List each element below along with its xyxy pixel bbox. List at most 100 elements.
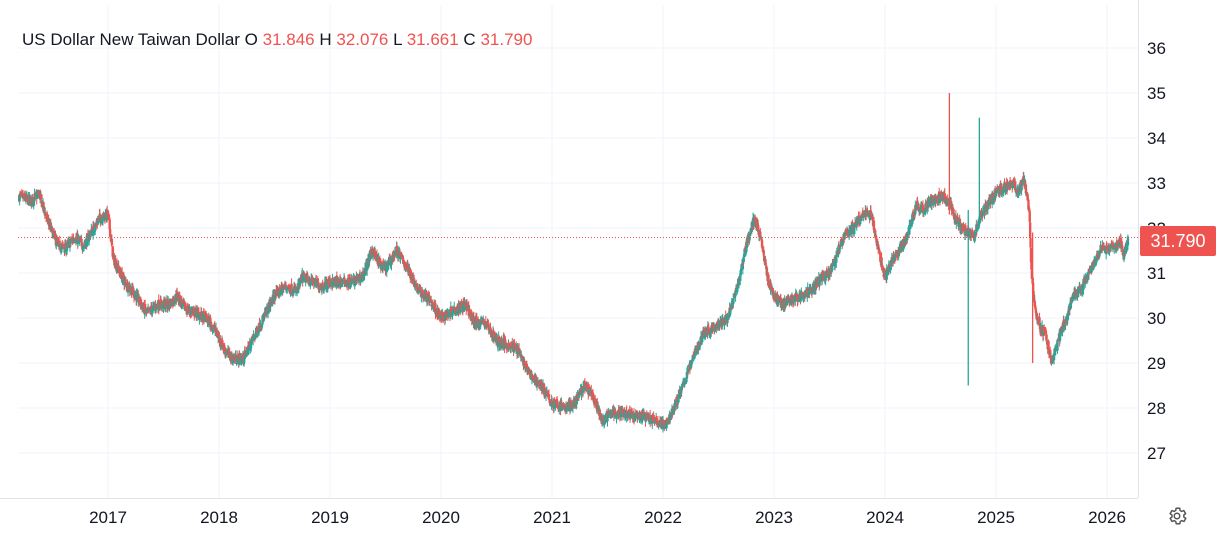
- candle-body: [994, 196, 997, 198]
- candle-body: [108, 219, 111, 230]
- candle-body: [1058, 334, 1062, 341]
- candle-body: [408, 267, 412, 274]
- candle-body: [93, 228, 97, 232]
- candle-body: [853, 223, 856, 234]
- candle-body: [977, 226, 980, 229]
- candle-body: [397, 253, 400, 258]
- candle-body: [957, 222, 961, 227]
- candle-body: [980, 210, 983, 216]
- candle-body: [765, 265, 768, 269]
- candle-body: [553, 399, 556, 404]
- candle-body: [235, 362, 239, 364]
- candle-body: [31, 197, 34, 203]
- candle-body: [262, 315, 266, 321]
- candle-body: [249, 342, 253, 349]
- candle-body: [47, 219, 50, 224]
- candle-body: [1024, 184, 1028, 194]
- candle-body: [459, 309, 462, 313]
- x-tick-label: 2020: [422, 508, 460, 527]
- candle-body: [1000, 186, 1004, 190]
- candle-body: [784, 300, 788, 306]
- x-tick-label: 2026: [1088, 508, 1126, 527]
- candle-body: [470, 310, 473, 316]
- candle-body: [903, 238, 906, 243]
- candle-body: [1072, 295, 1075, 297]
- candle-body: [974, 232, 977, 238]
- candle-body: [504, 342, 508, 346]
- candle-body: [607, 410, 610, 415]
- candle-body: [44, 213, 47, 216]
- candle-body: [450, 306, 453, 315]
- candle-body: [219, 338, 222, 345]
- candle-body: [868, 215, 872, 221]
- candle-body: [808, 288, 811, 293]
- candle-body: [619, 410, 623, 418]
- x-tick-label: 2017: [89, 508, 127, 527]
- candle-body: [559, 404, 563, 412]
- candle-body: [150, 305, 153, 310]
- candle-body: [513, 344, 516, 346]
- candle-body: [184, 302, 187, 311]
- candle-body: [451, 310, 455, 313]
- candle-body: [447, 316, 450, 318]
- y-tick-label: 34: [1147, 129, 1166, 148]
- candle-body: [275, 289, 278, 295]
- candle-body: [876, 244, 880, 249]
- candle-body: [604, 416, 607, 423]
- y-tick-label: 31: [1147, 264, 1166, 283]
- candle-body: [686, 368, 689, 374]
- candle-body: [110, 238, 114, 244]
- candle-body: [256, 331, 260, 335]
- x-tick-label: 2025: [977, 508, 1015, 527]
- candle-body: [193, 308, 196, 316]
- candle-body: [387, 261, 390, 266]
- candle-body: [431, 303, 435, 306]
- candle-body: [298, 279, 302, 286]
- candle-body: [132, 290, 136, 298]
- candle-body: [1030, 261, 1033, 270]
- candle-body: [1038, 317, 1041, 325]
- candle-body: [748, 233, 752, 237]
- candle-body: [662, 420, 665, 424]
- candle-body: [895, 250, 898, 254]
- candle-body: [976, 225, 979, 232]
- candle-body: [371, 256, 375, 258]
- x-tick-label: 2022: [644, 508, 682, 527]
- candle-body: [18, 194, 21, 202]
- candle-body: [68, 242, 72, 248]
- y-tick-label: 29: [1147, 354, 1166, 373]
- x-tick-label: 2018: [200, 508, 238, 527]
- candle-body: [601, 420, 604, 424]
- candle-body: [759, 231, 762, 237]
- x-tick-label: 2019: [311, 508, 349, 527]
- candle-body: [234, 354, 238, 363]
- candle-body: [614, 411, 617, 416]
- candle-body: [1056, 339, 1059, 351]
- candle-body: [525, 363, 529, 370]
- candle-body: [634, 413, 637, 419]
- candle-body: [245, 354, 248, 357]
- candle-body: [986, 207, 990, 210]
- candle-body: [822, 275, 826, 279]
- candle-body: [1028, 222, 1032, 238]
- candle-body: [385, 264, 388, 273]
- candle-body: [697, 341, 701, 348]
- candle-body: [930, 202, 934, 206]
- candle-body: [70, 241, 73, 243]
- candle-body: [210, 324, 213, 326]
- candle-body: [606, 418, 609, 422]
- candle-body: [827, 271, 831, 277]
- candle-body: [196, 310, 199, 318]
- candle-body: [908, 225, 911, 235]
- candle-body: [40, 194, 43, 200]
- candle-body: [921, 204, 925, 213]
- candle-body: [837, 245, 840, 255]
- candle-body: [581, 385, 585, 392]
- candle-body: [102, 213, 105, 215]
- candle-body: [995, 188, 999, 193]
- candle-body: [1029, 248, 1033, 262]
- candle-body: [1027, 199, 1030, 210]
- candle-body: [669, 416, 672, 420]
